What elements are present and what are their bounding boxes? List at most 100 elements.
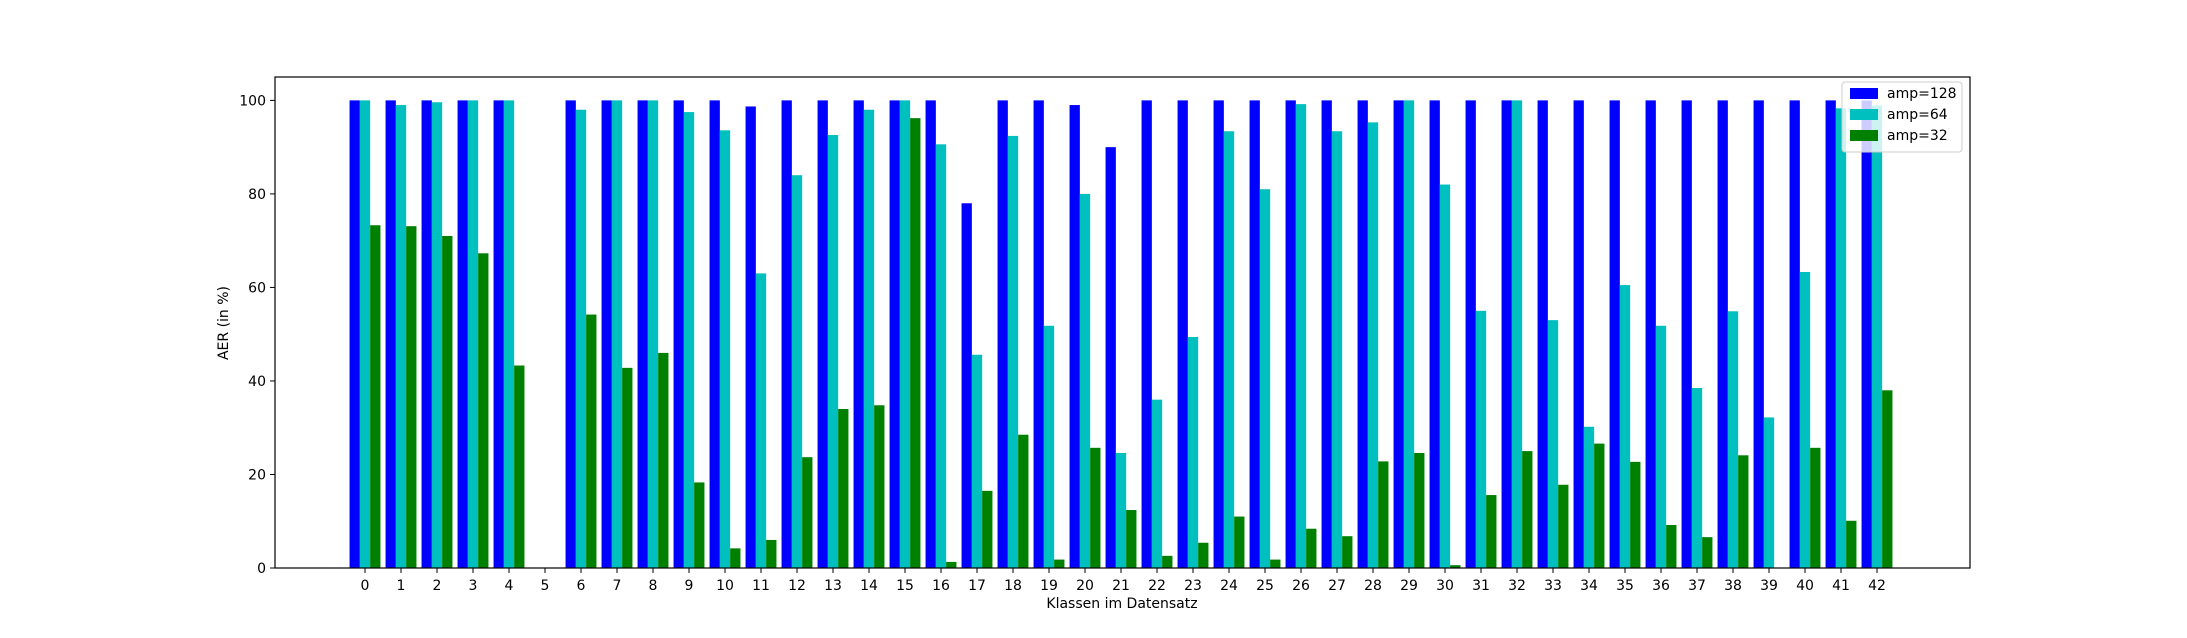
legend-swatch bbox=[1850, 88, 1878, 99]
series-amp-32 bbox=[370, 118, 1893, 569]
x-tick-label: 29 bbox=[1400, 578, 1418, 594]
bar bbox=[1295, 104, 1307, 569]
bar bbox=[889, 100, 900, 568]
x-tick-label: 5 bbox=[541, 578, 550, 594]
x-tick-label: 7 bbox=[613, 578, 622, 594]
bar bbox=[1825, 100, 1836, 568]
bar bbox=[1861, 100, 1872, 568]
bar bbox=[1738, 455, 1749, 568]
bar bbox=[1537, 100, 1548, 568]
bar bbox=[1151, 399, 1163, 568]
x-tick-label: 15 bbox=[896, 578, 914, 594]
bar bbox=[1753, 100, 1764, 568]
bar bbox=[1043, 325, 1055, 568]
bar bbox=[1789, 100, 1800, 568]
bar bbox=[1141, 100, 1152, 568]
legend-label: amp=128 bbox=[1887, 86, 1957, 102]
bar bbox=[1475, 310, 1487, 568]
bar bbox=[1871, 105, 1883, 569]
bar bbox=[1609, 100, 1620, 568]
bar bbox=[1501, 100, 1512, 568]
series-amp-64 bbox=[359, 100, 1883, 569]
legend: amp=128 amp=64 amp=32 bbox=[1841, 81, 1963, 153]
bar bbox=[838, 409, 849, 568]
bar bbox=[1187, 337, 1199, 568]
x-tick-label: 31 bbox=[1472, 578, 1490, 594]
legend-label: amp=32 bbox=[1887, 128, 1948, 144]
bar bbox=[1378, 461, 1389, 568]
bar bbox=[1033, 100, 1044, 568]
bar bbox=[971, 354, 983, 568]
bar bbox=[1198, 542, 1209, 568]
x-tick-label: 40 bbox=[1796, 578, 1814, 594]
legend-swatch bbox=[1850, 130, 1878, 141]
x-tick-label: 21 bbox=[1112, 578, 1130, 594]
x-tick-label: 42 bbox=[1868, 578, 1886, 594]
bar bbox=[874, 405, 885, 568]
bar bbox=[647, 100, 659, 568]
y-axis-label: AER (in %) bbox=[216, 286, 232, 360]
bar bbox=[1018, 434, 1029, 568]
x-tick-label: 27 bbox=[1328, 578, 1346, 594]
bar bbox=[1213, 100, 1224, 568]
x-tick-label: 12 bbox=[788, 578, 806, 594]
bar bbox=[1285, 100, 1296, 568]
bar bbox=[766, 539, 777, 568]
bar bbox=[719, 130, 731, 568]
bar bbox=[406, 226, 417, 569]
y-axis: 0 20 40 60 80 100 bbox=[239, 93, 275, 577]
bar bbox=[1069, 105, 1080, 568]
x-tick-label: 24 bbox=[1220, 578, 1238, 594]
bar bbox=[899, 100, 911, 568]
bar bbox=[514, 365, 525, 568]
bar bbox=[1717, 100, 1728, 568]
x-tick-label: 19 bbox=[1040, 578, 1058, 594]
bar bbox=[946, 561, 957, 568]
x-tick-label: 11 bbox=[752, 578, 770, 594]
legend-label: amp=64 bbox=[1887, 107, 1948, 123]
bar bbox=[565, 100, 576, 568]
bar bbox=[982, 490, 993, 568]
bar bbox=[791, 175, 803, 568]
series-amp-128 bbox=[349, 100, 1872, 569]
x-tick-label: 6 bbox=[577, 578, 586, 594]
bar bbox=[1090, 447, 1101, 568]
x-tick-label: 0 bbox=[361, 578, 370, 594]
bar bbox=[1162, 555, 1173, 568]
bar bbox=[1331, 131, 1343, 569]
x-tick-label: 34 bbox=[1580, 578, 1598, 594]
bar bbox=[1306, 528, 1317, 568]
bar bbox=[1763, 417, 1775, 568]
y-tick-label: 0 bbox=[257, 561, 266, 577]
bar bbox=[694, 482, 705, 568]
bar bbox=[1486, 495, 1497, 568]
bar bbox=[359, 100, 371, 568]
x-tick-label: 13 bbox=[824, 578, 842, 594]
bar bbox=[1882, 390, 1893, 568]
bar bbox=[935, 144, 947, 568]
bar bbox=[1645, 100, 1656, 568]
bar bbox=[370, 225, 381, 569]
bar bbox=[683, 112, 695, 568]
x-tick-label: 32 bbox=[1508, 578, 1526, 594]
x-tick-label: 30 bbox=[1436, 578, 1454, 594]
bar bbox=[349, 100, 360, 568]
bar bbox=[1465, 100, 1476, 568]
x-axis-label: Klassen im Datensatz bbox=[1046, 596, 1197, 612]
bar bbox=[1594, 443, 1605, 568]
bar bbox=[1223, 131, 1235, 569]
bar bbox=[1367, 122, 1379, 569]
bar bbox=[1079, 193, 1091, 568]
bar bbox=[1691, 387, 1703, 568]
x-tick-label: 20 bbox=[1076, 578, 1094, 594]
bar bbox=[457, 100, 468, 568]
bar bbox=[1573, 100, 1584, 568]
bar bbox=[1403, 100, 1415, 568]
x-tick-label: 35 bbox=[1616, 578, 1634, 594]
y-tick-label: 100 bbox=[239, 93, 266, 109]
bars-layer bbox=[349, 100, 1893, 569]
bar bbox=[755, 273, 767, 568]
bar bbox=[493, 100, 504, 568]
bar bbox=[1511, 100, 1523, 568]
x-tick-label: 33 bbox=[1544, 578, 1562, 594]
